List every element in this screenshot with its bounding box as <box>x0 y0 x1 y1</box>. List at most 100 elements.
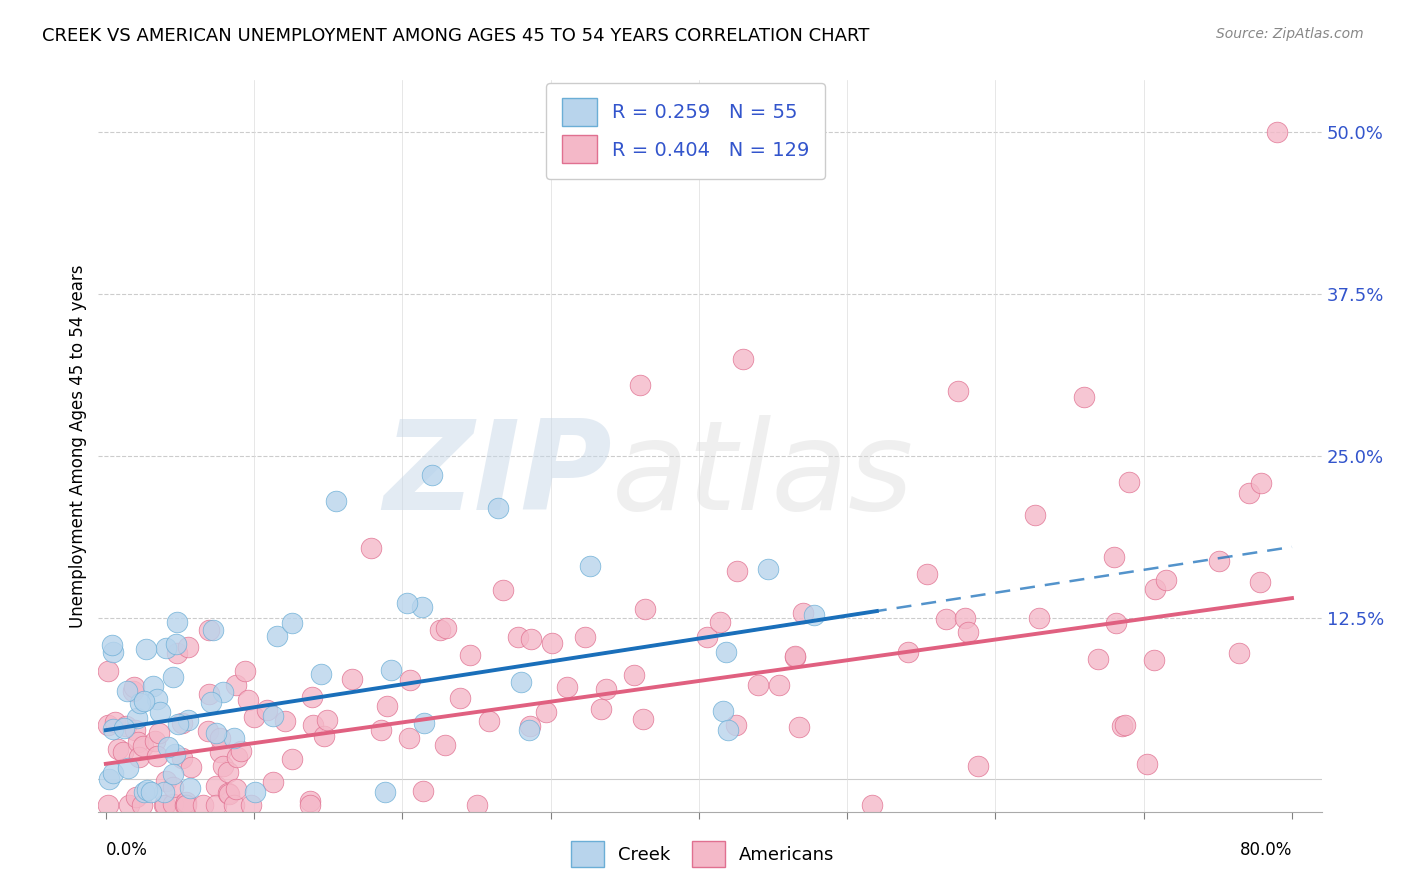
Point <box>1102 550 1125 565</box>
Point <box>166 646 188 660</box>
Point <box>967 758 990 772</box>
Point <box>1142 653 1164 667</box>
Point <box>173 798 195 813</box>
Point <box>145 692 167 706</box>
Point <box>506 630 529 644</box>
Point <box>519 719 541 733</box>
Point <box>256 703 278 717</box>
Point <box>420 468 443 483</box>
Point <box>1073 391 1095 405</box>
Point <box>789 720 811 734</box>
Point <box>492 583 515 598</box>
Point <box>1249 575 1271 590</box>
Point <box>205 780 228 794</box>
Point <box>236 693 259 707</box>
Point <box>98 772 121 786</box>
Point <box>146 748 169 763</box>
Point <box>412 784 434 798</box>
Legend: R = 0.259   N = 55, R = 0.404   N = 129: R = 0.259 N = 55, R = 0.404 N = 129 <box>546 83 825 178</box>
Point <box>225 749 247 764</box>
Point <box>1028 611 1050 625</box>
Point <box>935 612 957 626</box>
Point <box>103 765 125 780</box>
Point <box>517 723 540 737</box>
Point <box>717 723 740 738</box>
Point <box>458 648 481 662</box>
Point <box>177 713 200 727</box>
Point <box>541 636 564 650</box>
Point <box>217 765 239 780</box>
Point <box>97 664 120 678</box>
Point <box>239 798 262 813</box>
Point <box>162 780 184 794</box>
Point <box>162 797 184 811</box>
Point <box>591 702 613 716</box>
Point <box>953 611 976 625</box>
Point <box>299 798 322 813</box>
Point <box>222 731 245 746</box>
Point <box>201 623 224 637</box>
Point <box>325 494 347 508</box>
Point <box>176 640 198 655</box>
Point <box>155 641 177 656</box>
Point <box>1154 573 1177 587</box>
Point <box>555 681 578 695</box>
Point <box>125 711 148 725</box>
Point <box>520 632 543 646</box>
Point <box>198 623 221 637</box>
Point <box>127 735 149 749</box>
Point <box>162 767 184 781</box>
Point <box>1208 554 1230 568</box>
Point <box>1265 125 1288 139</box>
Point <box>374 785 396 799</box>
Point <box>747 678 769 692</box>
Point <box>222 798 245 813</box>
Point <box>862 798 884 813</box>
Point <box>724 717 747 731</box>
Point <box>1250 475 1272 490</box>
Point <box>380 664 402 678</box>
Point <box>243 709 266 723</box>
Point <box>180 760 202 774</box>
Point <box>411 600 433 615</box>
Point <box>148 725 170 739</box>
Point <box>231 744 253 758</box>
Point <box>132 694 155 708</box>
Point <box>122 684 145 698</box>
Point <box>714 645 737 659</box>
Point <box>298 794 321 808</box>
Point <box>97 718 120 732</box>
Point <box>212 759 235 773</box>
Point <box>124 723 146 737</box>
Point <box>122 680 145 694</box>
Point <box>398 731 420 746</box>
Point <box>1118 475 1140 490</box>
Point <box>153 798 176 813</box>
Text: 80.0%: 80.0% <box>1240 841 1292 859</box>
Point <box>163 747 186 762</box>
Text: ZIP: ZIP <box>384 415 612 536</box>
Point <box>139 785 162 799</box>
Point <box>209 745 232 759</box>
Point <box>1105 615 1128 630</box>
Point <box>281 752 304 766</box>
Point <box>101 722 124 736</box>
Point <box>218 787 240 801</box>
Point <box>132 739 155 753</box>
Point <box>309 666 332 681</box>
Point <box>172 751 194 765</box>
Point <box>725 564 748 578</box>
Point <box>399 673 422 688</box>
Point <box>733 351 755 366</box>
Point <box>262 708 284 723</box>
Point <box>957 625 980 640</box>
Point <box>631 712 654 726</box>
Point <box>1229 646 1251 660</box>
Point <box>115 683 138 698</box>
Point <box>243 785 266 799</box>
Point <box>579 558 602 573</box>
Point <box>200 695 222 709</box>
Point <box>948 384 970 398</box>
Legend: Creek, Americans: Creek, Americans <box>564 834 842 874</box>
Point <box>176 798 198 813</box>
